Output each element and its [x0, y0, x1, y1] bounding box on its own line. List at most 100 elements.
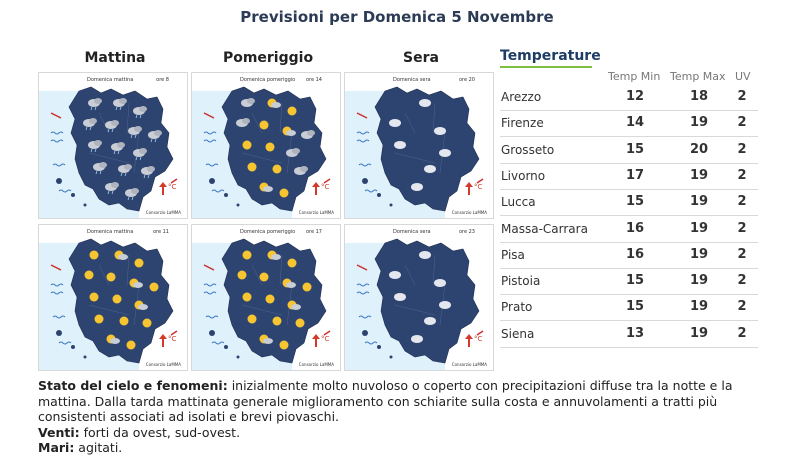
city-cell: Arezzo [501, 90, 542, 104]
sky-text: inizialmente molto nuvoloso o coperto co… [38, 378, 733, 424]
temperature-trend-unit: °C [321, 335, 330, 343]
forecast-map: Domenica mattina ore 11 °C Consorzio LaMMA [38, 224, 188, 371]
temperature-trend-unit: °C [321, 183, 330, 191]
winds-label: Venti: [38, 424, 80, 440]
map-credit: Consorzio LaMMA [298, 210, 334, 215]
city-cell: Prato [501, 300, 533, 315]
map-label: Domenica pomeriggio [240, 229, 296, 235]
temp-min-cell: 16 [625, 246, 645, 262]
uv-cell: 2 [737, 89, 747, 104]
column-heading-morning: Mattina [84, 50, 146, 66]
uv-cell: 2 [737, 115, 747, 131]
temp-min-cell: 15 [625, 141, 645, 157]
tuscany-map-graphic [39, 225, 187, 370]
city-cell: Siena [501, 326, 535, 341]
temp-max-cell: 19 [689, 115, 709, 131]
temp-min-cell: 15 [625, 273, 645, 289]
header-uv: UV [735, 70, 751, 83]
temp-max-cell: 20 [689, 141, 709, 157]
map-credit: Consorzio LaMMA [451, 362, 487, 367]
tuscany-map-graphic [192, 73, 340, 218]
city-cell: Pistoia [501, 274, 541, 289]
table-row: Pistoia 15 19 2 [500, 268, 758, 296]
temp-max-cell: 18 [689, 89, 709, 104]
temperature-title-underline [500, 66, 592, 68]
map-label: Domenica sera [393, 77, 431, 83]
temp-max-cell: 19 [689, 325, 709, 341]
map-label: Domenica pomeriggio [240, 77, 296, 83]
map-credit: Consorzio LaMMA [145, 362, 181, 367]
table-row: Pisa 16 19 2 [500, 242, 758, 269]
temp-min-cell: 15 [625, 194, 645, 210]
uv-cell: 2 [737, 273, 747, 289]
map-credit: Consorzio LaMMA [298, 362, 334, 367]
temp-max-cell: 19 [689, 194, 709, 210]
tuscany-map-graphic [345, 225, 493, 370]
city-cell: Livorno [501, 168, 546, 183]
table-row: Prato 15 19 2 [500, 294, 758, 322]
temp-min-cell: 12 [625, 89, 645, 104]
temperature-title: Temperature [500, 48, 601, 64]
map-hour: ore 8 [156, 77, 169, 83]
page-title: Previsioni per Domenica 5 Novembre [240, 8, 554, 26]
city-cell: Massa-Carrara [501, 221, 588, 236]
column-heading-afternoon: Pomeriggio [222, 50, 314, 66]
table-row: Grosseto 15 20 2 [500, 137, 758, 164]
temp-max-cell: 19 [689, 167, 709, 183]
table-row: Arezzo 12 18 2 [500, 84, 758, 111]
map-credit: Consorzio LaMMA [451, 210, 487, 215]
seas-label: Mari: [38, 440, 75, 455]
uv-cell: 2 [737, 141, 747, 157]
map-hour: ore 11 [152, 229, 169, 235]
map-credit: Consorzio LaMMA [145, 210, 181, 215]
forecast-map: Domenica pomeriggio ore 17 °C Consorzio LaM… [191, 224, 341, 371]
table-row: Firenze 14 19 2 [500, 110, 758, 138]
uv-cell: 2 [737, 325, 747, 341]
uv-cell: 2 [737, 299, 747, 315]
temp-min-cell: 13 [625, 325, 645, 341]
temp-min-cell: 16 [625, 220, 645, 236]
table-row: Lucca 15 19 2 [500, 189, 758, 217]
map-hour: ore 20 [458, 77, 475, 83]
seas-text: agitati. [74, 440, 123, 455]
tuscany-map-graphic [345, 73, 493, 218]
table-row: Livorno 17 19 2 [500, 163, 758, 190]
uv-cell: 2 [737, 246, 747, 262]
map-label: Domenica mattina [87, 229, 134, 235]
header-temp-max: Temp Max [670, 70, 726, 83]
city-cell: Grosseto [501, 142, 555, 157]
map-label: Domenica mattina [87, 77, 134, 83]
uv-cell: 2 [737, 194, 747, 210]
tuscany-map-graphic [39, 73, 187, 218]
tuscany-map-graphic [192, 225, 340, 370]
forecast-map: Domenica mattina ore 8 °C Consorzio LaMMA [38, 72, 188, 219]
forecast-map: Domenica sera ore 23 °C Consorzio LaMMA [344, 224, 494, 371]
city-cell: Pisa [501, 247, 525, 262]
temp-max-cell: 19 [689, 246, 709, 262]
forecast-map: Domenica sera ore 20 °C Consorzio LaMMA [344, 72, 494, 219]
city-cell: Lucca [501, 195, 536, 210]
temp-min-cell: 14 [625, 115, 645, 131]
uv-cell: 2 [737, 167, 747, 183]
header-temp-min: Temp Min [608, 70, 661, 83]
temp-min-cell: 15 [625, 299, 645, 315]
temp-max-cell: 19 [689, 220, 709, 236]
uv-cell: 2 [737, 220, 747, 236]
temp-max-cell: 19 [689, 273, 709, 289]
temperature-trend-unit: °C [168, 335, 177, 343]
map-label: Domenica sera [393, 229, 431, 235]
table-row: Siena 13 19 2 [500, 321, 758, 348]
forecast-map: Domenica pomeriggio ore 14 °C Consorzio LaM… [191, 72, 341, 219]
temperature-trend-unit: °C [474, 183, 483, 191]
column-heading-evening: Sera [403, 50, 439, 66]
table-row: Massa-Carrara 16 19 2 [500, 216, 758, 243]
map-hour: ore 17 [305, 229, 322, 235]
temperature-trend-unit: °C [168, 183, 177, 191]
temp-max-cell: 19 [689, 299, 709, 315]
city-cell: Firenze [501, 116, 544, 131]
sky-label: Stato del cielo e fenomeni: [38, 378, 228, 393]
map-hour: ore 14 [305, 77, 322, 83]
forecast-bulletin: Stato del cielo e fenomeni: inizialmente… [38, 378, 778, 456]
temperature-trend-unit: °C [474, 335, 483, 343]
winds-text: forti da ovest, sud-ovest. [79, 424, 241, 440]
